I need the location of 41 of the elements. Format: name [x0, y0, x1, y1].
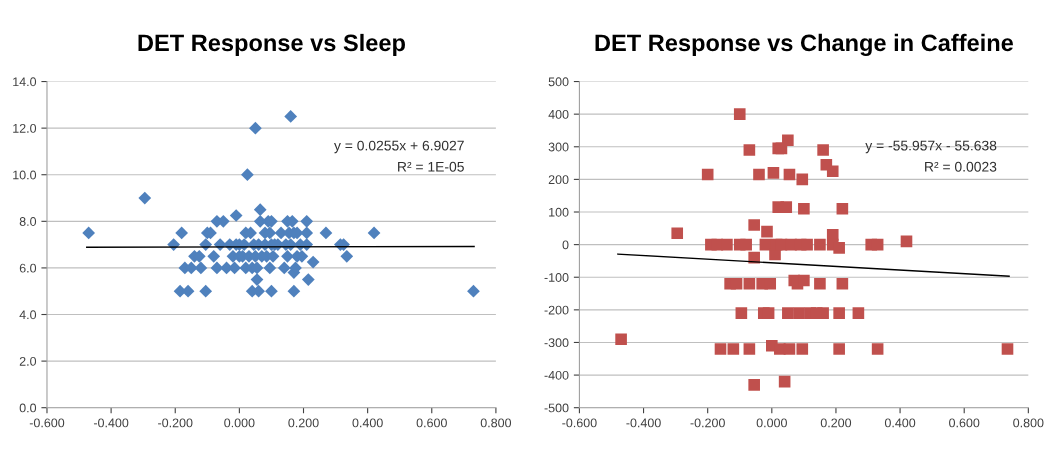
y-tick-label: 100	[549, 207, 569, 217]
y-tick-label: 0.0	[19, 403, 37, 413]
y-tick-label: -300	[544, 338, 569, 348]
y-tick-label: 2.0	[19, 356, 37, 366]
annotation: y = 0.0255x + 6.9027	[334, 140, 464, 154]
chart-title: DET Response vs Sleep	[138, 33, 405, 56]
y-tick-label: 8.0	[19, 217, 37, 226]
y-tick-label: 400	[548, 109, 569, 119]
y-tick-label: 12.0	[13, 123, 37, 133]
y-tick-label: 200	[548, 175, 569, 185]
x-tick-label: 0.400	[352, 418, 383, 428]
y-tick-label: 4.0	[19, 310, 37, 320]
x-tick-label: -0.400	[626, 418, 661, 428]
x-tick-label: -0.200	[158, 418, 193, 428]
y-tick-label: -200	[544, 305, 569, 315]
x-tick-label: 0.800	[1013, 418, 1044, 428]
annotation: R² = 0.0023	[925, 161, 997, 172]
x-tick-label: 0.200	[288, 418, 319, 428]
x-tick-label: 0.000	[756, 418, 787, 428]
x-tick-label: 0.600	[416, 418, 447, 428]
y-tick-label: -100	[544, 273, 569, 282]
y-tick-label: -500	[544, 403, 569, 413]
x-tick-label: -0.600	[562, 418, 597, 428]
x-tick-label: 0.800	[480, 418, 512, 428]
chart-title: DET Response vs Change in Caffeine	[595, 33, 1014, 56]
y-tick-label: 0	[562, 240, 569, 250]
y-tick-label: 10.0	[13, 170, 37, 180]
x-tick-label: 0.400	[884, 418, 916, 428]
x-tick-label: 0.200	[820, 418, 852, 428]
x-tick-label: -0.200	[690, 418, 725, 428]
x-tick-label: 0.600	[949, 418, 980, 428]
annotation: R² = 1E-05	[398, 161, 464, 172]
annotation: y = -55.957x - 55.638	[865, 140, 997, 154]
x-tick-label: -0.600	[29, 418, 65, 428]
y-tick-label: 14.0	[13, 77, 37, 87]
y-tick-label: 500	[548, 77, 569, 87]
y-tick-label: 6.0	[19, 263, 37, 273]
y-tick-label: -400	[544, 370, 569, 380]
y-tick-label: 300	[548, 142, 569, 152]
x-tick-label: -0.400	[93, 418, 129, 428]
x-tick-label: 0.000	[224, 418, 255, 428]
